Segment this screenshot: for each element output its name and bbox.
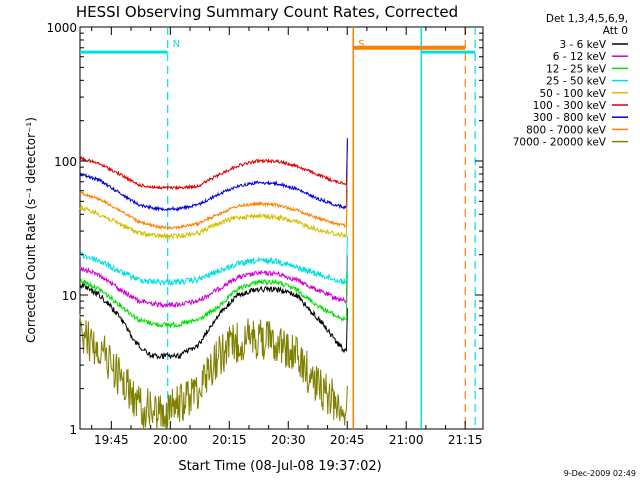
annotation-s: S [358,39,364,50]
x-tick-label-4: 20:45 [330,433,365,447]
series-line-3 [79,236,348,287]
legend-label-2: 12 - 25 keV [546,63,607,75]
x-tick-label-3: 20:30 [271,433,306,447]
x-tick-label-6: 21:15 [448,433,483,447]
footer-timestamp: 9-Dec-2009 02:49 [564,469,636,478]
series-line-8 [79,314,348,430]
y-tick-label-2: 100 [54,155,77,169]
legend-label-5: 100 - 300 keV [533,100,607,112]
legend-label-8: 7000 - 20000 keV [513,137,607,149]
series-line-4 [79,189,348,241]
series-line-5 [79,140,348,191]
series-line-6 [79,137,348,212]
legend-label-0: 3 - 6 keV [559,39,606,51]
series-line-1 [79,255,348,309]
series-line-2 [79,271,348,329]
legend-header-1: Att 0 [603,25,628,37]
series-line-7 [79,177,348,231]
y-tick-label-1: 10 [62,289,77,303]
plot-frame [79,26,484,430]
chart-title: HESSI Observing Summary Count Rates, Cor… [76,3,458,21]
y-axis-label: Corrected Count Rate (s⁻¹ detector⁻¹) [24,117,38,343]
legend-label-6: 300 - 800 keV [533,112,607,124]
legend-header-0: Det 1,3,4,5,6,9, [546,13,628,25]
x-tick-label-0: 19:45 [94,433,129,447]
x-tick-label-2: 20:15 [212,433,247,447]
series-layer [79,137,348,430]
series-line-0 [79,282,348,360]
x-tick-label-5: 21:00 [389,433,424,447]
y-tick-label-0: 1 [69,423,77,437]
annotation-n: N [173,39,180,50]
x-axis-label: Start Time (08-Jul-08 19:37:02) [178,459,381,474]
y-tick-label-3: 1000 [46,21,77,35]
axes-layer: 19:45 20:00 20:15 20:30 20:45 21:00 21:15 1 10 10… [46,21,483,447]
x-tick-label-1: 20:00 [153,433,188,447]
legend-label-4: 50 - 100 keV [539,88,606,100]
legend-label-3: 25 - 50 keV [546,76,607,88]
legend-label-1: 6 - 12 keV [553,51,607,63]
legend-label-7: 800 - 7000 keV [526,124,607,136]
